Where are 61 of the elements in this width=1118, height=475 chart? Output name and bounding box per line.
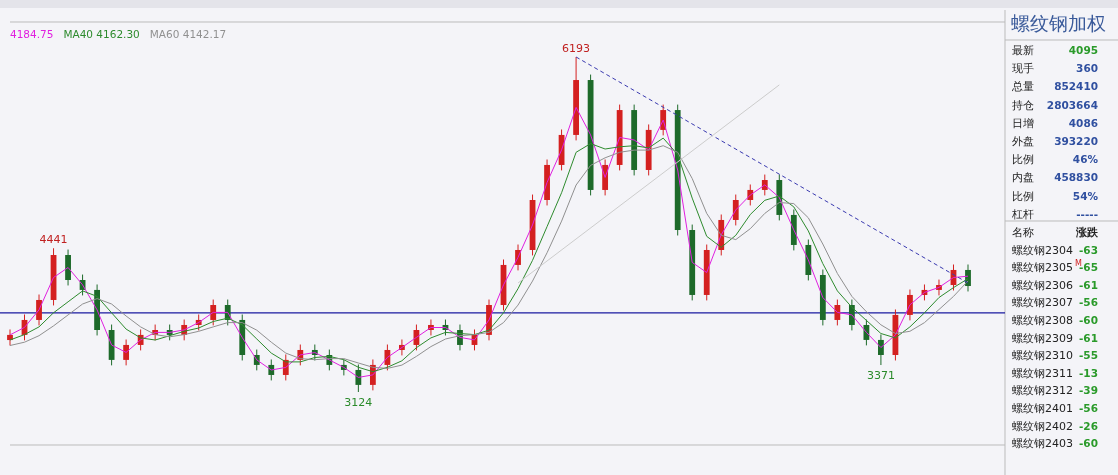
category-label: 日增	[1012, 116, 1034, 130]
candlestick	[384, 344, 391, 371]
text: -56	[1079, 296, 1098, 309]
category-label: 螺纹钢2312	[1012, 384, 1073, 398]
annotation: 3371	[866, 369, 895, 383]
text: -55	[1079, 349, 1098, 362]
text: 4095	[1068, 44, 1098, 56]
category-label: 螺纹钢2310	[1012, 349, 1073, 363]
text: -13	[1079, 366, 1098, 379]
category-label: 内盘	[1012, 171, 1034, 185]
category-label: 螺纹钢2403	[1012, 437, 1073, 451]
category-label: 持仓	[1012, 98, 1034, 112]
text: 393220	[1054, 135, 1098, 147]
text: MA40 4162.30	[63, 28, 140, 40]
text: -63	[1079, 243, 1098, 256]
text: 2803664	[1046, 98, 1098, 111]
category-label: 螺纹钢2304	[1012, 243, 1073, 257]
annotation: 3124	[344, 396, 373, 409]
category-label: 外盘	[1012, 135, 1034, 148]
text: -61	[1079, 278, 1098, 291]
category-label: 螺纹钢2311	[1012, 366, 1073, 380]
text: -56	[1079, 402, 1098, 414]
category-label: 现手	[1012, 62, 1034, 76]
text: -26	[1079, 419, 1098, 432]
text: 46%	[1072, 153, 1098, 166]
candlestick	[863, 319, 870, 346]
category-label: 螺纹钢2401	[1012, 402, 1073, 415]
text: 4086	[1068, 116, 1098, 129]
category-label: 螺纹钢2402	[1012, 419, 1073, 433]
category-label: 比例	[1012, 189, 1034, 203]
candlestick	[907, 289, 913, 321]
text: 360	[1076, 62, 1098, 75]
text: -60	[1079, 437, 1098, 450]
candlestick	[123, 339, 130, 366]
category-label: 螺纹钢2306	[1012, 278, 1073, 292]
category-label: 螺纹钢2309	[1012, 331, 1073, 345]
candlestick	[355, 363, 362, 393]
text: -61	[1079, 331, 1098, 344]
category-label: 名称	[1012, 226, 1034, 239]
candlestick	[210, 299, 217, 326]
text: 涨跌	[1076, 226, 1098, 238]
text: -----	[1076, 207, 1098, 220]
category-label: 比例	[1012, 153, 1034, 167]
text: 458830	[1054, 171, 1098, 184]
text: 4184.75	[10, 28, 54, 40]
annotation: 4441	[39, 233, 68, 247]
text: 54%	[1072, 189, 1098, 202]
text: -60	[1079, 314, 1098, 326]
text: 螺纹钢加权	[1011, 12, 1106, 34]
category-label: 螺纹钢2308	[1012, 314, 1073, 327]
category-label: 杠杆	[1011, 207, 1034, 221]
annotation: 6193	[562, 42, 591, 55]
text: MA60 4142.17	[149, 28, 227, 40]
category-label: 螺纹钢2307	[1012, 296, 1073, 310]
category-label: 总量	[1011, 80, 1034, 94]
category-label: 螺纹钢2305	[1012, 261, 1073, 275]
candlestick	[732, 194, 739, 226]
text: -39	[1079, 384, 1098, 397]
text: 852410	[1054, 80, 1098, 93]
category-label: 最新	[1012, 44, 1034, 57]
candlestick	[834, 299, 841, 326]
